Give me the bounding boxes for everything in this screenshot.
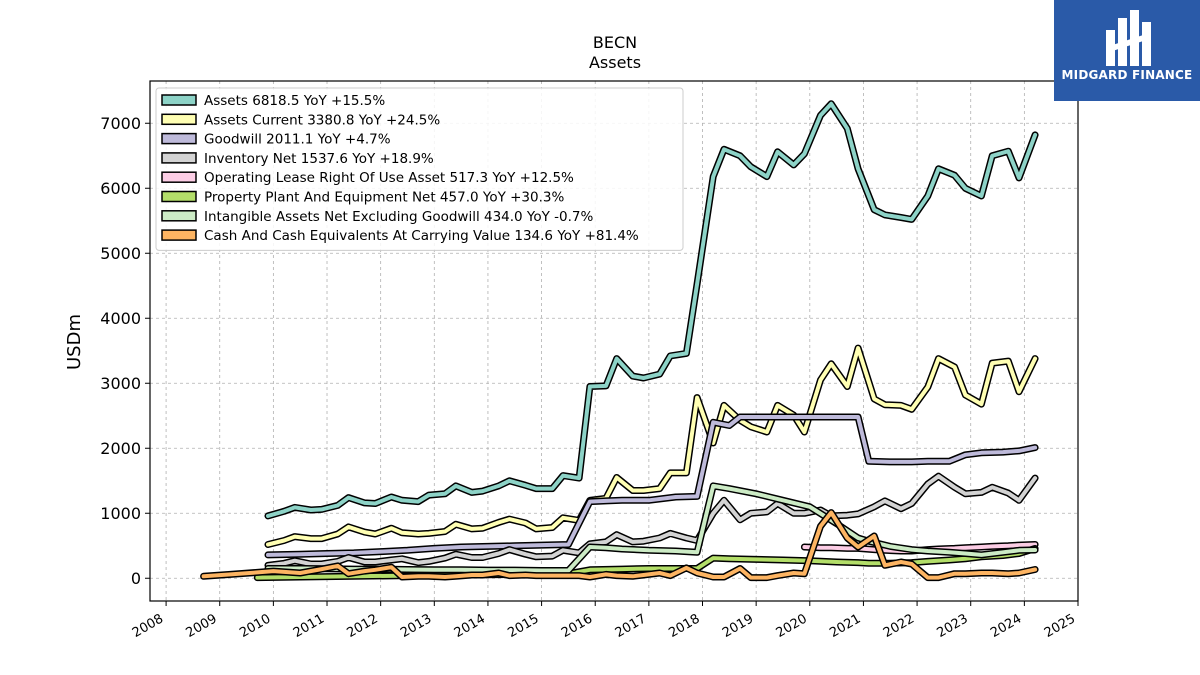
x-tick-label: 2011: [291, 611, 327, 641]
x-tick-label: 2017: [613, 611, 649, 641]
x-tick-label: 2012: [344, 611, 380, 641]
x-tick-label: 2015: [505, 611, 541, 641]
legend-swatch: [161, 210, 197, 222]
x-tick-label: 2024: [988, 611, 1024, 641]
y-tick-label: 7000: [100, 114, 141, 133]
y-axis-label: USDm: [64, 314, 85, 370]
legend-box: [155, 87, 684, 251]
legend-swatch: [161, 113, 197, 126]
chart-subtitle: Assets: [589, 53, 641, 72]
x-tick-label: 2022: [881, 611, 917, 641]
x-tick-label: 2013: [398, 611, 434, 641]
series-line-1: [264, 344, 1039, 548]
x-tick-label: 2010: [237, 611, 273, 641]
chart-title: BECN: [593, 33, 637, 52]
x-tick-label: 2025: [1042, 611, 1078, 641]
brand-name: MIDGARD FINANCE: [1061, 68, 1193, 82]
series-stroke: [201, 510, 1038, 580]
brand-logo: MIDGARD FINANCE: [1054, 0, 1200, 101]
y-tick-label: 0: [131, 569, 141, 588]
x-tick-label: 2019: [720, 611, 756, 641]
plot-frame: [149, 80, 1079, 602]
legend-swatch: [161, 152, 197, 164]
x-tick-label: 2021: [827, 611, 863, 641]
series-line-6: [264, 482, 1039, 574]
y-tick-label: 1000: [100, 504, 141, 523]
y-tick-label: 6000: [100, 179, 141, 198]
x-tick-label: 2014: [452, 611, 488, 641]
legend-swatch: [161, 132, 197, 145]
series-line-7: [200, 509, 1039, 582]
series-stroke: [266, 483, 1038, 573]
series-stroke: [266, 346, 1038, 547]
legend-swatch: [161, 94, 197, 106]
y-tick-label: 4000: [100, 309, 141, 328]
legend-entry: Goodwill 2011.1 YoY +4.7%: [204, 132, 391, 148]
legend-swatch: [161, 229, 197, 241]
x-tick-label: 2009: [184, 611, 220, 641]
legend-entry: Cash And Cash Equivalents At Carrying Va…: [204, 228, 639, 244]
y-tick-label: 3000: [100, 374, 141, 393]
legend-entry: Inventory Net 1537.6 YoY +18.9%: [204, 151, 434, 167]
y-tick-label: 5000: [100, 244, 141, 263]
series-line-2: [264, 413, 1039, 559]
x-tick-label: 2018: [666, 611, 702, 641]
legend-entry: Property Plant And Equipment Net 457.0 Y…: [204, 190, 564, 206]
legend-swatch: [161, 171, 197, 183]
x-tick-label: 2023: [935, 611, 971, 641]
series-line-0: [264, 100, 1039, 520]
y-tick-label: 2000: [100, 439, 141, 458]
series-stroke: [266, 474, 1038, 568]
x-tick-label: 2020: [774, 611, 810, 641]
y-axis-ticks: 0 1000 2000 3000 4000 5000 6000 7000: [100, 114, 150, 588]
legend-entry: Intangible Assets Net Excluding Goodwill…: [204, 209, 594, 225]
legend-entry: Assets Current 3380.8 YoY +24.5%: [204, 112, 440, 128]
x-tick-label: 2016: [559, 611, 595, 641]
legend-entry: Operating Lease Right Of Use Asset 517.3…: [204, 170, 574, 186]
legend-swatch: [161, 190, 197, 203]
series-stroke: [266, 415, 1038, 557]
x-axis-ticks: 2008 2009 2010 2011 2012 2013 2014 2015 2016 2017…: [130, 601, 1079, 641]
legend: Assets 6818.5 YoY +15.5% Assets Current 3…: [155, 87, 684, 251]
midgard-logo-icon: [1106, 10, 1151, 66]
series-line-3: [264, 472, 1039, 569]
legend-entry: Assets 6818.5 YoY +15.5%: [204, 93, 385, 109]
series-stroke: [266, 101, 1038, 518]
x-tick-label: 2008: [130, 611, 166, 641]
series-lines: [200, 100, 1039, 582]
